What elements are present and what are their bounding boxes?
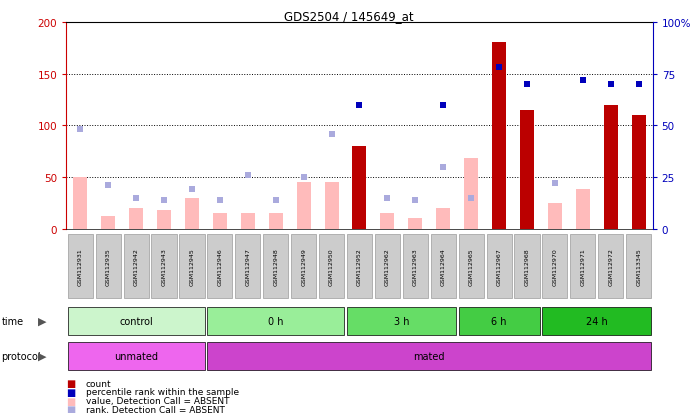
FancyBboxPatch shape: [598, 234, 623, 299]
FancyBboxPatch shape: [626, 234, 651, 299]
FancyBboxPatch shape: [263, 234, 288, 299]
FancyBboxPatch shape: [487, 234, 512, 299]
Bar: [548, 203, 562, 229]
Text: GSM112950: GSM112950: [329, 248, 334, 285]
Bar: [520, 110, 534, 229]
Text: GSM112942: GSM112942: [133, 247, 139, 285]
Text: GSM112952: GSM112952: [357, 247, 362, 285]
Text: rank, Detection Call = ABSENT: rank, Detection Call = ABSENT: [86, 405, 225, 413]
Bar: [604, 105, 618, 229]
Text: GSM112947: GSM112947: [245, 247, 251, 285]
FancyBboxPatch shape: [151, 234, 177, 299]
Bar: [632, 116, 646, 229]
FancyBboxPatch shape: [291, 234, 316, 299]
Bar: [269, 214, 283, 229]
Text: GSM112948: GSM112948: [273, 247, 279, 285]
Bar: [408, 219, 422, 229]
Text: 24 h: 24 h: [586, 316, 608, 326]
Text: ▶: ▶: [38, 351, 47, 361]
Text: GSM112963: GSM112963: [413, 247, 418, 285]
Text: percentile rank within the sample: percentile rank within the sample: [86, 387, 239, 396]
Text: 6 h: 6 h: [491, 316, 507, 326]
FancyBboxPatch shape: [319, 234, 344, 299]
Bar: [352, 147, 366, 229]
Bar: [380, 214, 394, 229]
FancyBboxPatch shape: [459, 307, 540, 335]
Text: GSM112965: GSM112965: [468, 248, 474, 285]
Text: GSM112931: GSM112931: [77, 247, 83, 285]
Bar: [436, 209, 450, 229]
Text: ■: ■: [66, 396, 75, 406]
FancyBboxPatch shape: [570, 234, 595, 299]
Text: GSM112945: GSM112945: [189, 247, 195, 285]
FancyBboxPatch shape: [542, 307, 651, 335]
Bar: [576, 190, 590, 229]
Bar: [185, 198, 199, 229]
FancyBboxPatch shape: [68, 342, 205, 370]
FancyBboxPatch shape: [235, 234, 260, 299]
Text: GSM112968: GSM112968: [524, 248, 530, 285]
FancyBboxPatch shape: [459, 234, 484, 299]
Text: GSM112967: GSM112967: [496, 247, 502, 285]
FancyBboxPatch shape: [431, 234, 456, 299]
Text: GSM112949: GSM112949: [301, 247, 306, 285]
Text: GSM112972: GSM112972: [608, 247, 614, 285]
Text: GSM112935: GSM112935: [105, 247, 111, 285]
Text: GSM112962: GSM112962: [385, 247, 390, 285]
FancyBboxPatch shape: [68, 234, 93, 299]
Text: GSM112970: GSM112970: [552, 247, 558, 285]
FancyBboxPatch shape: [542, 234, 567, 299]
Bar: [157, 211, 171, 229]
Text: mated: mated: [413, 351, 445, 361]
Text: GSM112943: GSM112943: [161, 247, 167, 285]
Text: GSM112971: GSM112971: [580, 247, 586, 285]
Text: time: time: [1, 316, 24, 326]
FancyBboxPatch shape: [179, 234, 205, 299]
FancyBboxPatch shape: [207, 342, 651, 370]
Text: GSM112964: GSM112964: [440, 247, 446, 285]
FancyBboxPatch shape: [375, 234, 400, 299]
Text: ■: ■: [66, 387, 75, 397]
FancyBboxPatch shape: [96, 234, 121, 299]
Bar: [464, 159, 478, 229]
Text: protocol: protocol: [1, 351, 41, 361]
FancyBboxPatch shape: [347, 307, 456, 335]
Text: count: count: [86, 379, 112, 388]
Bar: [73, 178, 87, 229]
Bar: [241, 214, 255, 229]
Bar: [101, 217, 115, 229]
Bar: [492, 43, 506, 229]
FancyBboxPatch shape: [207, 307, 344, 335]
Text: GDS2504 / 145649_at: GDS2504 / 145649_at: [284, 10, 414, 23]
Text: 0 h: 0 h: [268, 316, 283, 326]
Bar: [213, 214, 227, 229]
FancyBboxPatch shape: [403, 234, 428, 299]
Bar: [129, 209, 143, 229]
Bar: [325, 183, 339, 229]
FancyBboxPatch shape: [124, 234, 149, 299]
FancyBboxPatch shape: [347, 234, 372, 299]
Text: GSM113345: GSM113345: [636, 247, 641, 285]
Bar: [297, 183, 311, 229]
Text: unmated: unmated: [114, 351, 158, 361]
Text: value, Detection Call = ABSENT: value, Detection Call = ABSENT: [86, 396, 230, 405]
FancyBboxPatch shape: [207, 234, 232, 299]
Text: ■: ■: [66, 378, 75, 388]
Text: control: control: [119, 316, 153, 326]
Text: ▶: ▶: [38, 316, 47, 326]
Text: 3 h: 3 h: [394, 316, 409, 326]
FancyBboxPatch shape: [68, 307, 205, 335]
Text: GSM112946: GSM112946: [217, 247, 223, 285]
FancyBboxPatch shape: [514, 234, 540, 299]
Text: ■: ■: [66, 404, 75, 413]
